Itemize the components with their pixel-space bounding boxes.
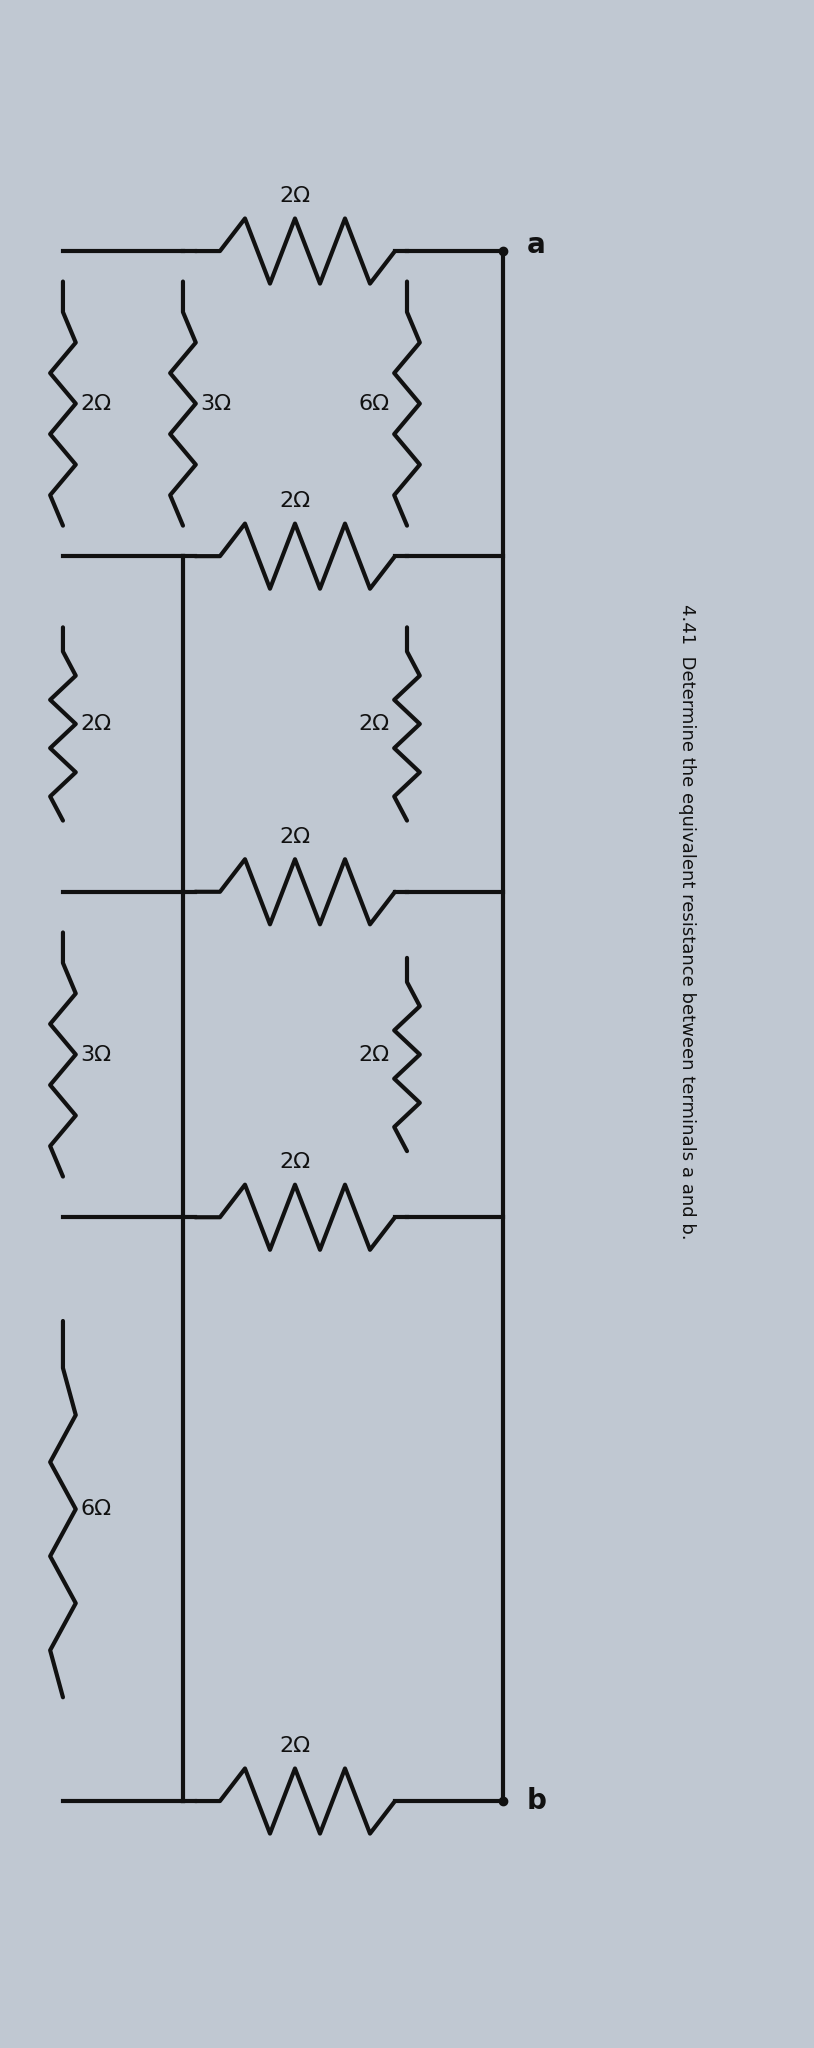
Text: 2Ω: 2Ω bbox=[279, 492, 311, 512]
Text: b: b bbox=[527, 1788, 547, 1815]
Text: 2Ω: 2Ω bbox=[279, 186, 311, 207]
Text: 6Ω: 6Ω bbox=[358, 393, 389, 414]
Text: a: a bbox=[527, 231, 545, 258]
Text: 2Ω: 2Ω bbox=[279, 1737, 311, 1757]
Text: 3Ω: 3Ω bbox=[200, 393, 232, 414]
Text: 2Ω: 2Ω bbox=[358, 715, 389, 733]
Text: 2Ω: 2Ω bbox=[81, 715, 112, 733]
Text: 2Ω: 2Ω bbox=[279, 1153, 311, 1174]
Text: 3Ω: 3Ω bbox=[81, 1044, 112, 1065]
Text: 2Ω: 2Ω bbox=[81, 393, 112, 414]
Text: 2Ω: 2Ω bbox=[358, 1044, 389, 1065]
Text: 2Ω: 2Ω bbox=[279, 827, 311, 848]
Text: 6Ω: 6Ω bbox=[81, 1499, 112, 1520]
Text: 4.41  Determine the equivalent resistance between terminals a and b.: 4.41 Determine the equivalent resistance… bbox=[678, 604, 696, 1241]
